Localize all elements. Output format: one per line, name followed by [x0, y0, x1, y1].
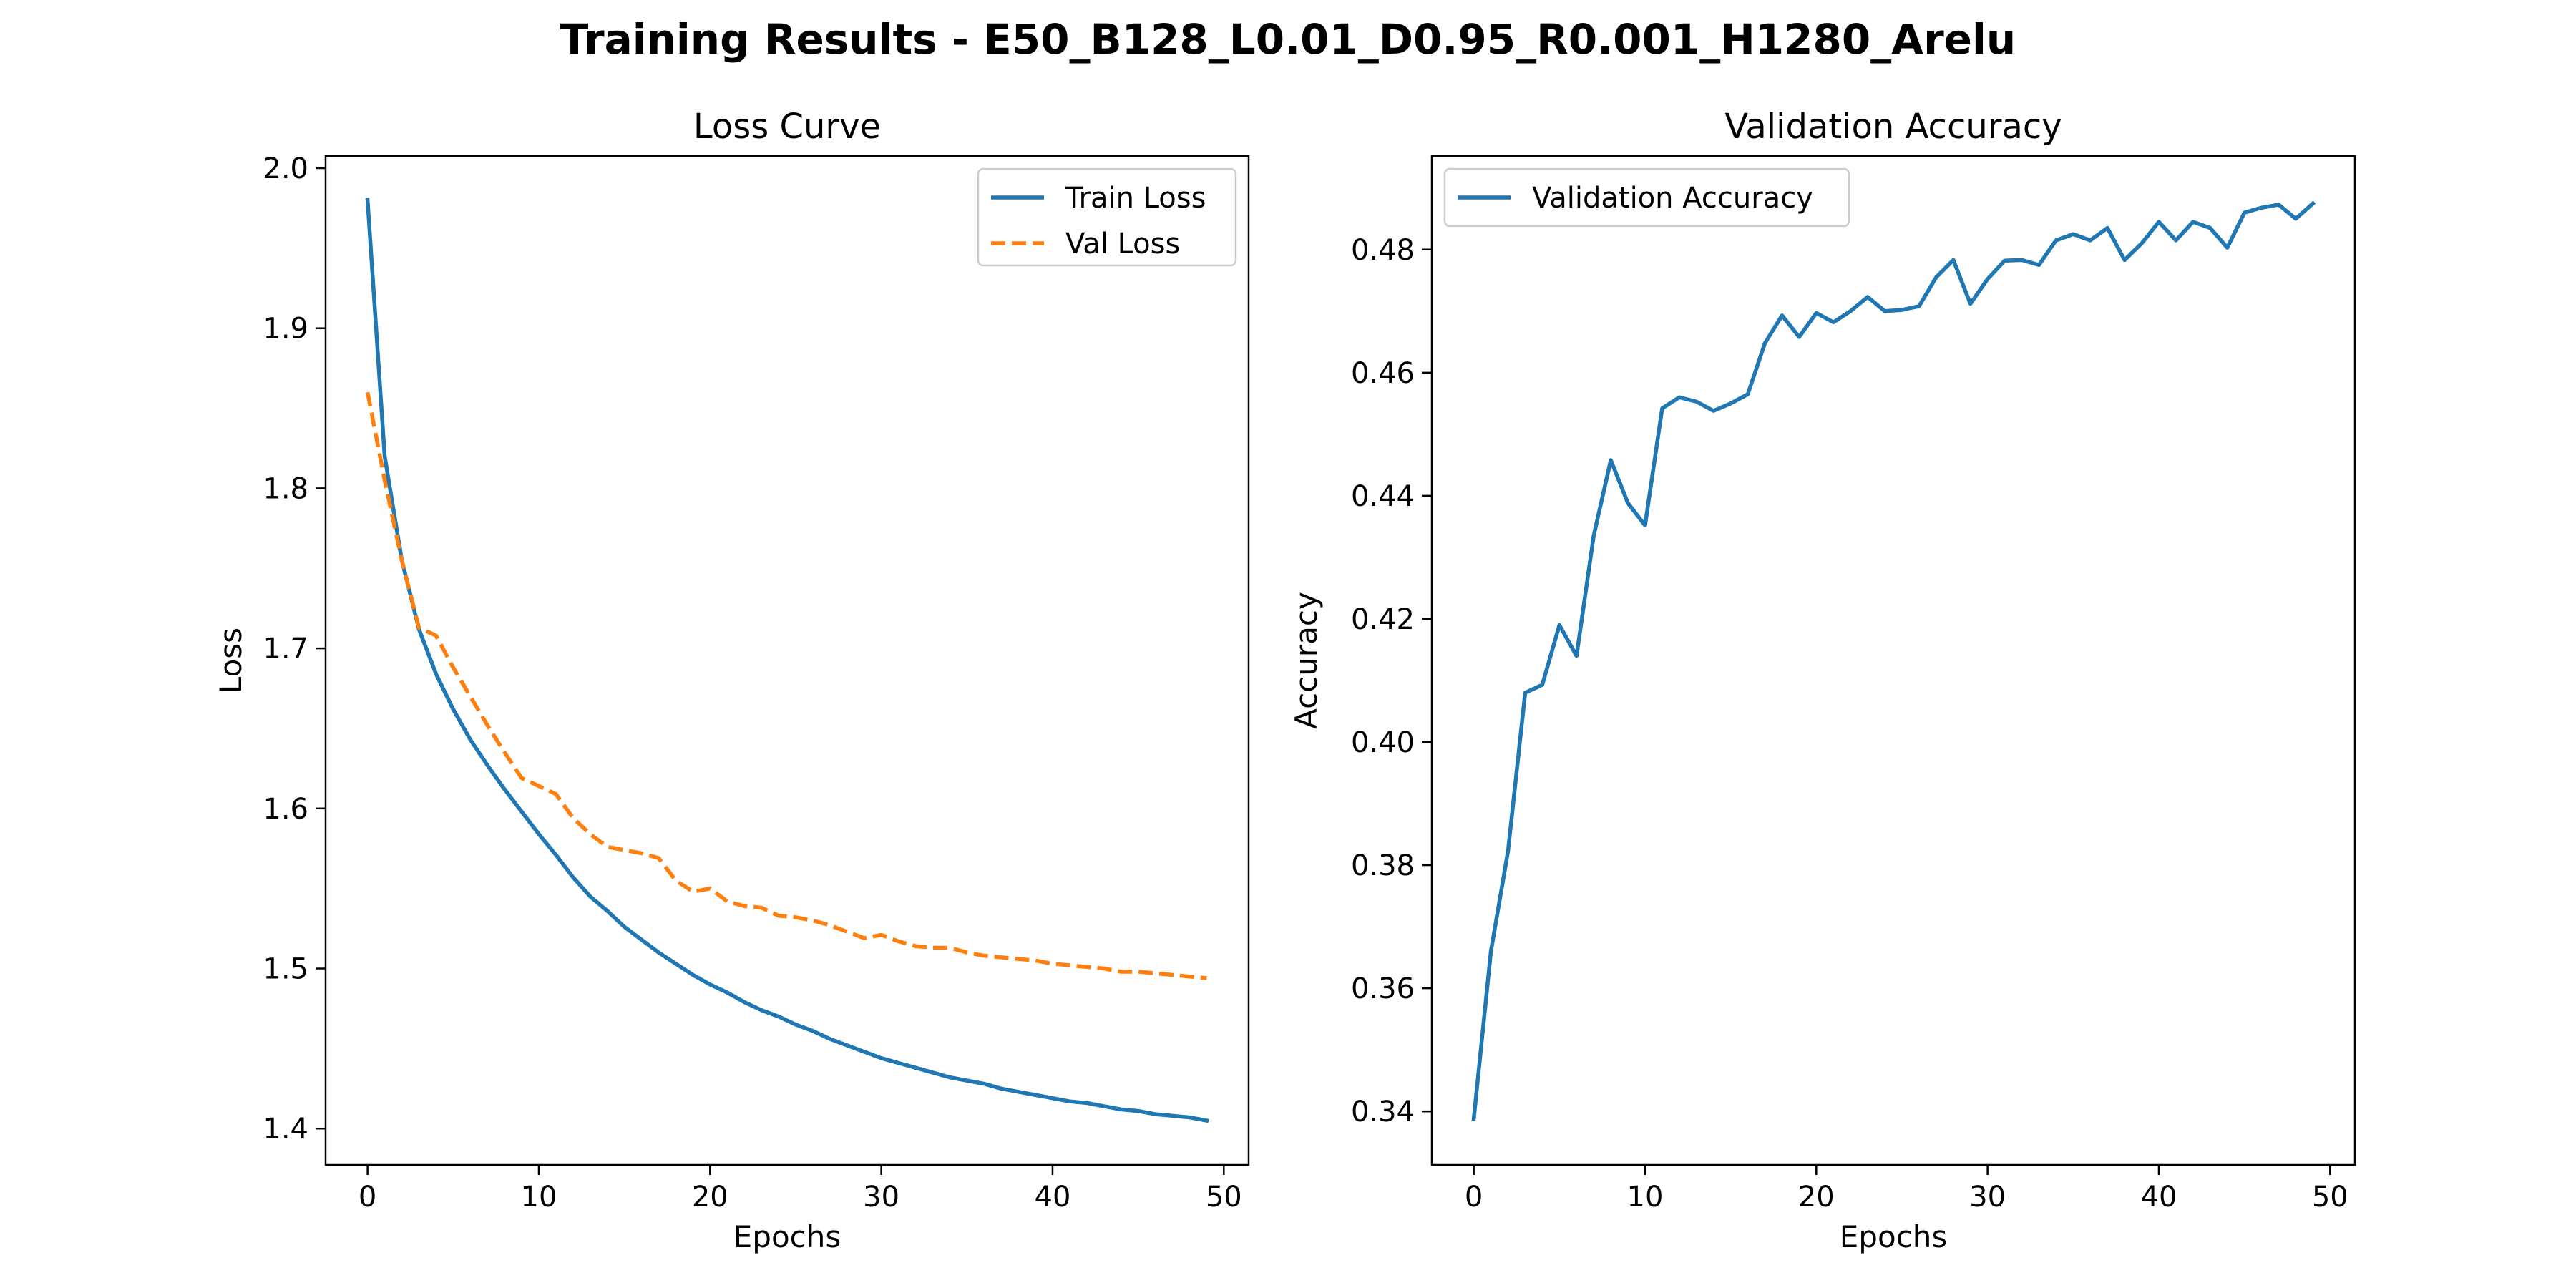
- legend-label: Val Loss: [1065, 228, 1180, 260]
- y-tick-label: 0.46: [1351, 357, 1415, 390]
- x-tick-label: 30: [863, 1181, 899, 1214]
- y-tick-label: 1.7: [263, 633, 308, 665]
- panel-title: Loss Curve: [693, 107, 881, 147]
- x-tick-label: 20: [1798, 1181, 1835, 1214]
- x-tick-label: 20: [692, 1181, 728, 1214]
- x-tick-label: 0: [358, 1181, 376, 1214]
- legend-label: Train Loss: [1065, 182, 1206, 215]
- x-tick-label: 10: [521, 1181, 557, 1214]
- panel-title: Validation Accuracy: [1724, 107, 2062, 147]
- y-axis-label: Loss: [213, 628, 248, 693]
- y-tick-label: 0.34: [1351, 1096, 1415, 1128]
- validation-accuracy-panel: Validation Accuracy 0 10 20 30 40 50 0.34 0.36 0.…: [1289, 107, 2356, 1254]
- x-tick-label: 30: [1969, 1181, 2006, 1214]
- x-tick-label: 50: [1206, 1181, 1242, 1214]
- legend: Validation Accuracy: [1443, 167, 1850, 228]
- x-tick-label: 40: [1035, 1181, 1071, 1214]
- series-line-validation-accuracy: [1471, 200, 2316, 1121]
- y-tick-label: 0.36: [1351, 972, 1415, 1005]
- axes-frame: [324, 155, 1250, 1166]
- y-axis-label: Accuracy: [1289, 592, 1324, 729]
- x-tick-label: 0: [1465, 1181, 1483, 1214]
- series-line-train-loss: [365, 197, 1209, 1123]
- legend: Train Loss Val Loss: [977, 167, 1237, 267]
- x-axis-label: Epochs: [733, 1219, 841, 1254]
- y-tick-label: 0.40: [1351, 726, 1415, 759]
- y-tick-label: 1.4: [263, 1113, 308, 1146]
- y-tick-label: 1.5: [263, 953, 308, 986]
- y-tick-label: 0.48: [1351, 234, 1415, 267]
- y-tick-label: 2.0: [263, 152, 308, 185]
- loss-curve-panel: Loss Curve 0 10 20 30 40 50 1.4 1.5 1.6 1.7 1.8 1.9 2…: [213, 107, 1250, 1254]
- y-tick-label: 0.38: [1351, 849, 1415, 882]
- x-tick-label: 10: [1627, 1181, 1664, 1214]
- y-tick-label: 1.6: [263, 793, 308, 826]
- x-axis-label: Epochs: [1840, 1219, 1948, 1254]
- y-tick-label: 1.8: [263, 472, 308, 505]
- legend-label: Validation Accuracy: [1532, 182, 1813, 215]
- figure-title: Training Results - E50_B128_L0.01_D0.95_…: [560, 15, 2016, 64]
- axes-frame: [1430, 155, 2356, 1166]
- series-line-val-loss: [365, 391, 1207, 980]
- x-tick-label: 50: [2312, 1181, 2348, 1214]
- legend-box: [1443, 167, 1850, 228]
- y-tick-label: 1.9: [263, 313, 308, 346]
- y-tick-label: 0.44: [1351, 480, 1415, 513]
- y-tick-label: 0.42: [1351, 603, 1415, 636]
- x-tick-label: 40: [2141, 1181, 2177, 1214]
